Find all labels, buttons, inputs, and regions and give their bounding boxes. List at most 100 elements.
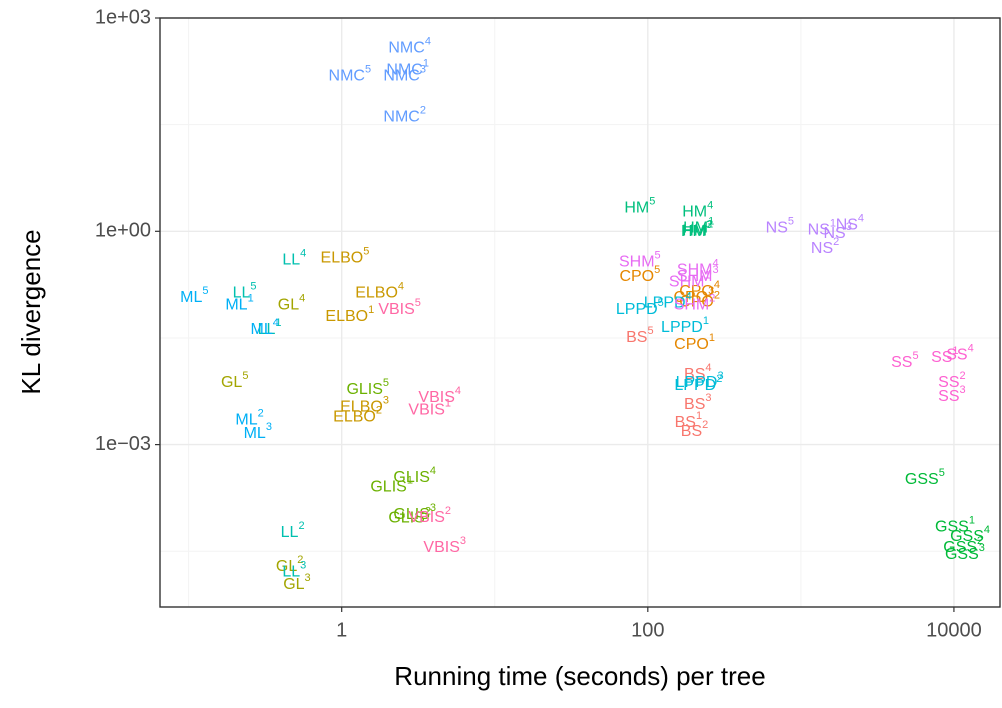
point-run: 5	[912, 350, 918, 362]
point-name: GSS	[945, 546, 979, 563]
point-run: 1	[830, 217, 836, 229]
point-run: 4	[455, 385, 461, 397]
point-run: 2	[833, 236, 839, 248]
point-name: HM	[682, 204, 707, 221]
point-run: 2	[709, 292, 715, 304]
point-run: 1	[704, 269, 710, 281]
point-label: CPO5	[619, 264, 660, 285]
point-name: LPPD	[616, 301, 658, 318]
point-label: HM1	[683, 215, 714, 236]
point-label: ML1	[225, 292, 253, 313]
point-name: SHM	[677, 268, 713, 285]
point-name: ML	[180, 289, 202, 306]
point-run: 2	[376, 404, 382, 416]
point-name: VBIS	[408, 509, 444, 526]
point-label: CPO1	[674, 332, 715, 353]
point-label: GSS5	[905, 467, 945, 488]
point-name: ML	[235, 411, 257, 428]
point-label: GL3	[283, 572, 310, 593]
point-label: LPPD3	[676, 370, 724, 391]
point-label: SHM2	[674, 292, 716, 313]
point-name: SHM	[619, 253, 655, 270]
point-label: SHM1	[669, 269, 711, 290]
point-label: CPO2	[679, 289, 720, 310]
y-tick-label: 1e+03	[95, 6, 151, 28]
point-run: 2	[298, 520, 304, 532]
point-name: SHM	[669, 274, 705, 291]
point-label: GSS1	[935, 515, 975, 536]
point-run: 3	[305, 572, 311, 584]
point-run: 3	[266, 421, 272, 433]
point-run: 1	[407, 474, 413, 486]
point-name: SS	[938, 388, 959, 405]
y-tick-label: 1e+00	[95, 220, 151, 242]
point-run: 5	[365, 63, 371, 75]
point-label: NMC2	[383, 104, 426, 125]
y-axis-title: KL divergence	[16, 229, 46, 394]
x-tick-label: 1	[336, 619, 347, 641]
point-label: LPPD4	[644, 290, 692, 311]
point-name: SS	[946, 347, 967, 364]
point-label: ML3	[244, 421, 272, 442]
point-name: HM	[624, 200, 649, 217]
point-name: GLIS	[388, 510, 424, 527]
point-label: HM3	[681, 219, 712, 240]
point-label: NS5	[766, 215, 794, 236]
point-run: 2	[707, 218, 713, 230]
point-run: 4	[300, 247, 306, 259]
point-run: 4	[425, 35, 431, 47]
point-run: 4	[705, 362, 711, 374]
point-label: GSS2	[943, 535, 983, 556]
point-run: 2	[977, 535, 983, 547]
point-label: NS4	[836, 212, 864, 233]
point-run: 5	[415, 297, 421, 309]
point-run: 3	[979, 542, 985, 554]
point-name: GSS	[943, 539, 977, 556]
point-run: 3	[705, 392, 711, 404]
point-label: HM5	[624, 195, 655, 216]
point-label: VBIS5	[378, 297, 421, 318]
point-run: 1	[969, 515, 975, 527]
point-label: LPPD1	[661, 315, 709, 336]
point-name: LPPD	[674, 377, 716, 394]
point-label: SS2	[938, 370, 965, 391]
point-run: 3	[960, 384, 966, 396]
point-name: NMC	[383, 109, 419, 126]
point-name: VBIS	[378, 301, 414, 318]
point-label: BS4	[684, 362, 711, 383]
point-run: 4	[707, 199, 713, 211]
point-run: 3	[706, 219, 712, 231]
point-run: 5	[202, 285, 208, 297]
point-label: ML5	[180, 285, 208, 306]
point-name: GLIS	[346, 381, 382, 398]
point-label: VBIS2	[408, 505, 451, 526]
point-run: 2	[960, 370, 966, 382]
y-tick-label: 1e−03	[95, 433, 151, 455]
point-run: 4	[398, 280, 404, 292]
point-run: 3	[300, 559, 306, 571]
point-label: SS3	[938, 384, 965, 405]
x-tick-label: 100	[631, 619, 664, 641]
point-label: NMC4	[388, 35, 431, 56]
point-run: 5	[383, 377, 389, 389]
point-name: CPO	[673, 289, 708, 306]
point-run: 5	[649, 195, 655, 207]
point-label: LL5	[233, 280, 257, 301]
point-name: LL	[282, 252, 300, 269]
point-label: BS3	[684, 392, 711, 413]
point-name: ELBO	[325, 308, 368, 325]
point-run: 2	[716, 373, 722, 385]
point-run: 2	[425, 505, 431, 517]
point-run: 3	[430, 502, 436, 514]
point-name: HM	[682, 223, 707, 240]
point-label: LPPD5	[616, 297, 664, 318]
point-run: 5	[654, 264, 660, 276]
point-name: ML	[244, 425, 266, 442]
point-name: LPPD	[676, 374, 718, 391]
point-run: 5	[939, 467, 945, 479]
point-run: 1	[368, 304, 374, 316]
point-name: VBIS	[418, 389, 454, 406]
point-name: BS	[675, 414, 696, 431]
point-run: 5	[658, 297, 664, 309]
